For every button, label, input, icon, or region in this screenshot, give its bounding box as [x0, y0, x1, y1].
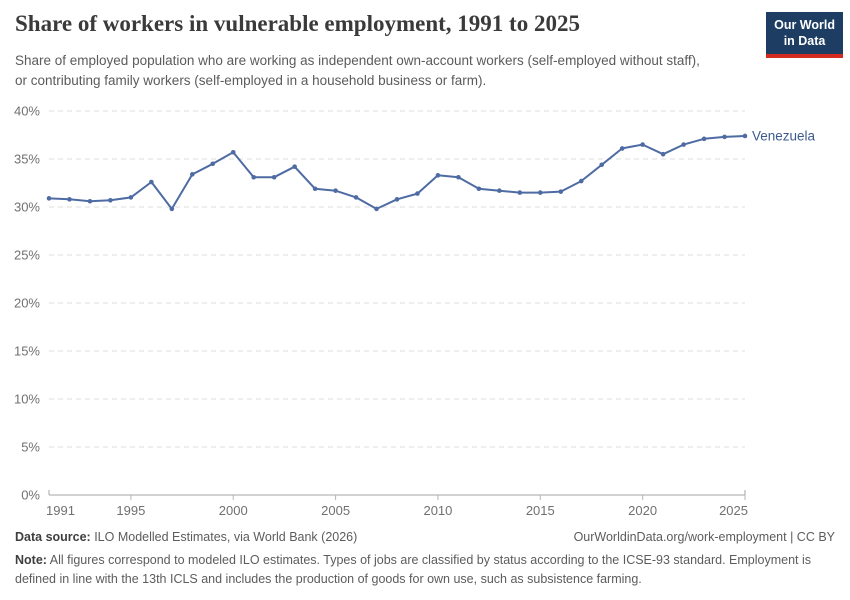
- data-point-marker[interactable]: [640, 142, 645, 147]
- owid-logo-line1: Our World: [774, 18, 835, 32]
- y-tick-label: 15%: [14, 344, 40, 359]
- data-point-marker[interactable]: [722, 134, 727, 140]
- x-tick-label: 2000: [219, 503, 248, 518]
- data-point-marker[interactable]: [353, 195, 359, 200]
- x-tick-label: 2015: [526, 503, 555, 518]
- data-point-marker[interactable]: [701, 136, 707, 142]
- data-point-marker[interactable]: [271, 174, 277, 180]
- data-point-marker[interactable]: [374, 206, 379, 212]
- data-point-marker[interactable]: [230, 149, 236, 155]
- data-point-marker[interactable]: [681, 142, 686, 147]
- data-point-marker[interactable]: [210, 161, 216, 167]
- x-tick-label: 1991: [46, 503, 75, 518]
- y-tick-label: 30%: [14, 200, 40, 215]
- data-point-marker[interactable]: [128, 195, 134, 200]
- page-title: Share of workers in vulnerable employmen…: [15, 11, 580, 36]
- data-point-marker[interactable]: [189, 172, 195, 177]
- data-source-text: ILO Modelled Estimates, via World Bank (…: [90, 530, 358, 544]
- data-point-marker[interactable]: [476, 186, 482, 192]
- x-tick-label: 1995: [116, 503, 145, 518]
- x-tick-label: 2025: [719, 503, 748, 518]
- x-tick-label: 2005: [321, 503, 350, 518]
- data-point-marker[interactable]: [599, 162, 605, 168]
- y-tick-label: 10%: [14, 392, 40, 407]
- data-point-marker[interactable]: [108, 197, 113, 203]
- data-point-marker[interactable]: [497, 188, 502, 193]
- data-point-marker[interactable]: [149, 179, 154, 185]
- y-tick-label: 20%: [14, 296, 40, 311]
- chart-note: Note: All figures correspond to modeled …: [15, 551, 835, 589]
- x-tick-label: 2020: [628, 503, 657, 518]
- data-point-marker[interactable]: [517, 190, 523, 195]
- data-point-marker[interactable]: [333, 188, 338, 193]
- data-point-marker[interactable]: [87, 198, 93, 204]
- data-point-marker[interactable]: [46, 196, 52, 201]
- owid-url-link[interactable]: OurWorldinData.org/work-employment | CC …: [573, 530, 835, 544]
- data-point-marker[interactable]: [456, 174, 461, 180]
- data-point-marker[interactable]: [312, 186, 318, 192]
- y-tick-label: 40%: [14, 104, 40, 119]
- data-point-marker[interactable]: [742, 133, 748, 139]
- note-text: All figures correspond to modeled ILO es…: [15, 553, 811, 586]
- entity-label[interactable]: Venezuela: [752, 128, 816, 143]
- chart-footer: Data source: ILO Modelled Estimates, via…: [15, 530, 835, 589]
- data-point-marker[interactable]: [619, 146, 625, 151]
- owid-logo[interactable]: Our World in Data: [766, 12, 843, 58]
- note-label: Note:: [15, 553, 47, 567]
- data-point-marker[interactable]: [67, 197, 72, 202]
- owid-logo-line2: in Data: [783, 34, 826, 49]
- data-point-marker[interactable]: [537, 190, 543, 195]
- data-point-marker[interactable]: [435, 173, 441, 178]
- data-point-marker[interactable]: [292, 164, 297, 169]
- y-tick-label: 0%: [21, 488, 40, 503]
- data-point-marker[interactable]: [558, 189, 564, 194]
- x-tick-label: 2010: [423, 503, 452, 518]
- data-point-marker[interactable]: [660, 151, 666, 157]
- y-tick-label: 35%: [14, 152, 40, 167]
- data-source-line: Data source: ILO Modelled Estimates, via…: [15, 530, 357, 544]
- data-point-marker[interactable]: [578, 178, 584, 184]
- data-source-label: Data source:: [15, 530, 91, 544]
- chart-subtitle: Share of employed population who are wor…: [15, 53, 700, 89]
- y-tick-label: 25%: [14, 248, 40, 263]
- data-point-marker[interactable]: [394, 197, 400, 202]
- data-point-marker[interactable]: [169, 206, 175, 212]
- data-point-marker[interactable]: [415, 191, 420, 196]
- y-tick-label: 5%: [21, 440, 40, 455]
- data-point-marker[interactable]: [251, 174, 257, 180]
